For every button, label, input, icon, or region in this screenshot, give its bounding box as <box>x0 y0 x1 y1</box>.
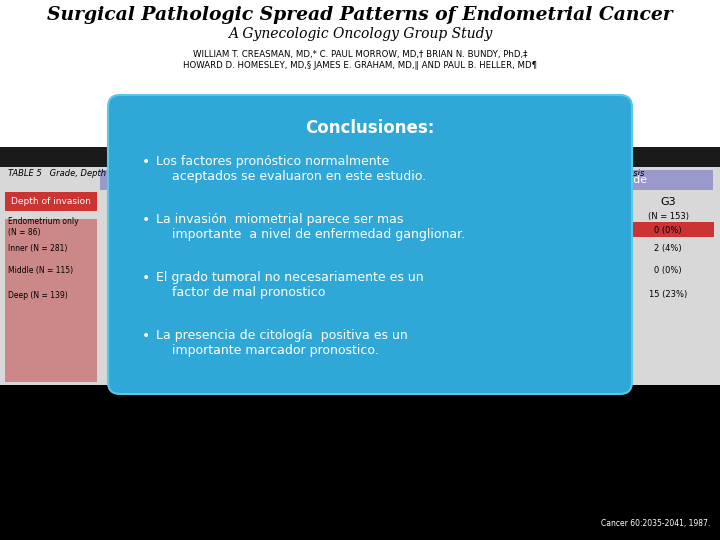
Text: Grade: Grade <box>195 175 229 185</box>
Text: •: • <box>142 213 150 227</box>
Text: Cancer 60:2035-2041, 1987.: Cancer 60:2035-2041, 1987. <box>600 519 710 528</box>
FancyBboxPatch shape <box>108 95 632 394</box>
Text: Depth of invasion: Depth of invasion <box>11 198 91 206</box>
Text: TABLE 6   Grade, Depth of Invasion, and Aortic Node Metastasis: TABLE 6 Grade, Depth of Invasion, and Ao… <box>378 169 644 178</box>
Text: Middle (N = 115): Middle (N = 115) <box>8 266 73 274</box>
Text: Los factores pronóstico normalmente
    aceptados se evaluaron en este estudio.: Los factores pronóstico normalmente acep… <box>156 155 426 183</box>
Text: WILLIAM T. CREASMAN, MD,* C. PAUL MORROW, MD,† BRIAN N. BUNDY, PhD,‡: WILLIAM T. CREASMAN, MD,* C. PAUL MORROW… <box>193 50 527 59</box>
Bar <box>5 219 97 382</box>
Bar <box>0 0 720 150</box>
Text: •: • <box>142 155 150 169</box>
Text: 5 (4%): 5 (4%) <box>584 245 612 253</box>
Bar <box>0 147 720 167</box>
Text: El grado tumoral no necesariamente es un
    factor de mal pronostico: El grado tumoral no necesariamente es un… <box>156 271 423 299</box>
Bar <box>100 170 325 190</box>
Bar <box>542 222 714 237</box>
Text: Inner (N = 281): Inner (N = 281) <box>8 245 68 253</box>
Text: 2 (4%): 2 (4%) <box>654 245 682 253</box>
Text: Surgical Pathologic Spread Patterns of Endometrial Cancer: Surgical Pathologic Spread Patterns of E… <box>48 6 672 24</box>
Text: N = 2881: N = 2881 <box>578 212 618 220</box>
Text: 0 (0%): 0 (0%) <box>654 226 682 234</box>
Text: La presencia de citología  positiva es un
    importante marcador pronostico.: La presencia de citología positiva es un… <box>156 329 408 357</box>
Text: HOWARD D. HOMESLEY, MD,§ JAMES E. GRAHAM, MD,∥ AND PAUL B. HELLER, MD¶: HOWARD D. HOMESLEY, MD,§ JAMES E. GRAHAM… <box>183 61 537 70</box>
Bar <box>0 167 720 385</box>
Text: 1 (3%): 1 (3%) <box>584 226 612 234</box>
Text: (N = 153): (N = 153) <box>647 212 688 220</box>
Text: G3: G3 <box>660 197 676 207</box>
Text: Deep (N = 139): Deep (N = 139) <box>8 291 68 300</box>
Text: G2: G2 <box>590 197 606 207</box>
Text: TABLE 5   Grade, Depth of Invasion and Pelvic Node Metastasis: TABLE 5 Grade, Depth of Invasion and Pel… <box>8 169 271 178</box>
Bar <box>5 192 97 211</box>
Text: Endometrium only
(N = 86): Endometrium only (N = 86) <box>8 217 78 237</box>
Text: •: • <box>142 329 150 343</box>
Text: 0 (0%): 0 (0%) <box>584 266 612 274</box>
Bar <box>548 170 713 190</box>
Text: 8 (14%): 8 (14%) <box>582 291 614 300</box>
Text: Conclusiones:: Conclusiones: <box>305 119 435 137</box>
Text: Grade: Grade <box>613 175 647 185</box>
Text: •: • <box>142 271 150 285</box>
Text: 15 (23%): 15 (23%) <box>649 291 687 300</box>
Text: La invasión  miometrial parece ser mas
    importante  a nivel de enfermedad gan: La invasión miometrial parece ser mas im… <box>156 213 465 241</box>
Text: A Gynecologic Oncology Group Study: A Gynecologic Oncology Group Study <box>228 27 492 41</box>
Text: 0 (0%): 0 (0%) <box>654 266 682 274</box>
